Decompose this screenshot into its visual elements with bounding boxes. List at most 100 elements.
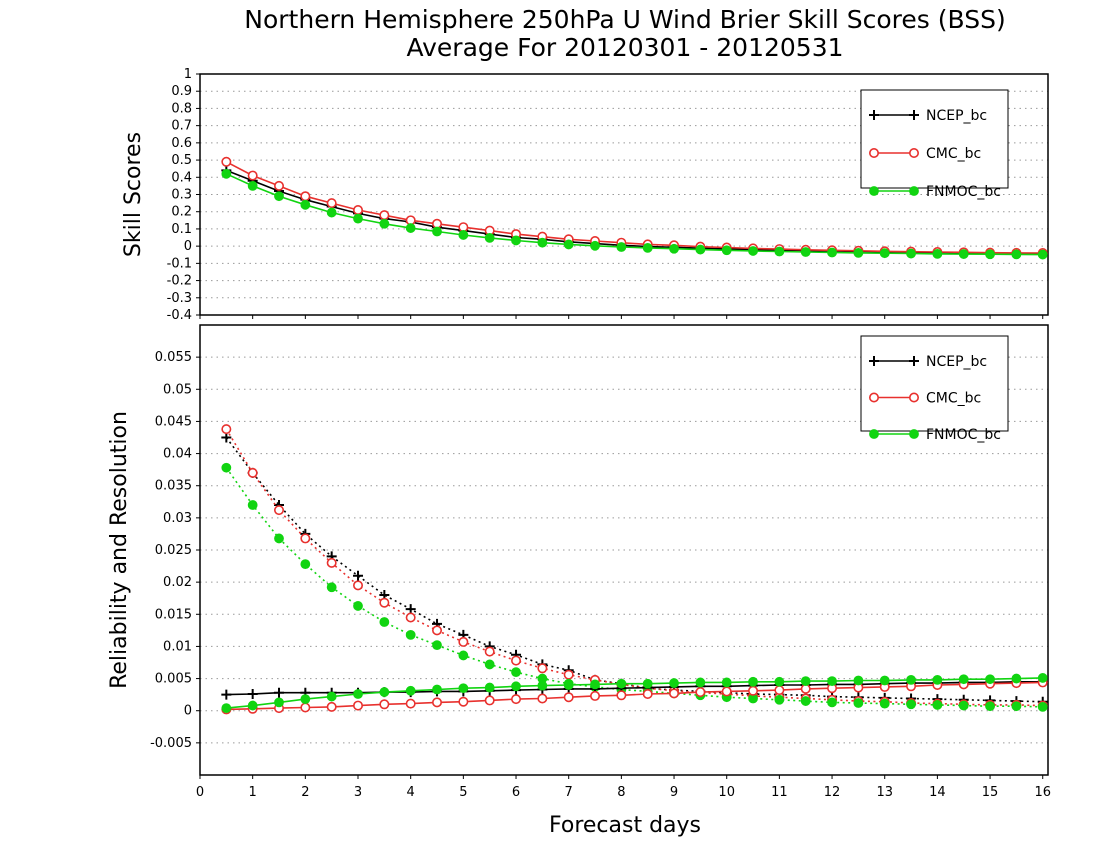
data-point-NCEP_bc (353, 570, 364, 581)
data-point-FNMOC_bc (379, 617, 390, 627)
legend-label-CMC_bc: CMC_bc (926, 391, 981, 407)
data-point-FNMOC_bc (721, 245, 732, 256)
data-point-FNMOC_bc (695, 244, 706, 255)
top-y-tick-label: 0.8 (171, 101, 192, 116)
data-point-FNMOC_bc (800, 696, 811, 706)
data-point-FNMOC_bc (511, 681, 521, 692)
top-y-tick-label: 1 (184, 67, 192, 82)
data-point-FNMOC_bc (958, 249, 969, 259)
data-point-FNMOC_bc (906, 674, 916, 685)
legend-label-FNMOC_bc: FNMOC_bc (926, 427, 1001, 443)
data-point-FNMOC_bc (484, 682, 495, 693)
panel-bottom: -0.005 0 0.005 0.01 0.015 0.02 0.025 0.03 0.035 0… (107, 324, 1051, 800)
data-point-FNMOC_bc (247, 180, 258, 191)
data-point-FNMOC_bc (511, 235, 521, 246)
data-point-FNMOC_bc (642, 242, 653, 253)
legend-marker-NCEP_bc (909, 110, 919, 120)
bottom-y-tick-label: 0 (184, 704, 192, 719)
legend-marker-FNMOC_bc (869, 429, 879, 439)
data-point-FNMOC_bc (695, 677, 706, 688)
bottom-y-tick-label: 0.03 (163, 511, 192, 526)
series-FNMOC_bc-solid (221, 673, 1048, 714)
data-point-FNMOC_bc (879, 698, 890, 709)
data-point-CMC_bc (774, 685, 785, 696)
data-point-FNMOC_bc (537, 680, 548, 691)
data-point-FNMOC_bc (247, 700, 258, 711)
bottom-plot-frame (199, 324, 1049, 776)
x-tick-label: 3 (354, 785, 362, 800)
data-point-CMC_bc (511, 655, 522, 666)
legend-marker-NCEP_bc (869, 110, 879, 120)
data-point-CMC_bc (379, 699, 390, 710)
data-point-FNMOC_bc (326, 207, 337, 218)
data-point-FNMOC_bc (1037, 673, 1048, 683)
data-point-NCEP_bc (221, 432, 232, 443)
data-point-FNMOC_bc (774, 246, 785, 257)
data-point-CMC_bc (300, 191, 311, 202)
data-point-CMC_bc (511, 694, 522, 705)
data-point-FNMOC_bc (221, 462, 232, 473)
data-point-CMC_bc (326, 557, 337, 568)
x-tick-label: 5 (459, 785, 467, 800)
top-y-tick-label: 0.7 (171, 119, 192, 134)
data-point-FNMOC_bc (432, 684, 442, 695)
top-y-tick-label: 0.3 (171, 188, 192, 203)
data-point-FNMOC_bc (537, 237, 548, 248)
data-point-FNMOC_bc (721, 677, 732, 688)
data-point-CMC_bc (405, 698, 416, 709)
x-tick-label: 15 (982, 785, 999, 800)
data-point-CMC_bc (537, 693, 548, 704)
data-point-FNMOC_bc (221, 703, 232, 714)
series-line-CMC_bc (225, 428, 1043, 707)
bottom-y-axis-title: Reliability and Resolution (107, 411, 132, 689)
data-point-NCEP_bc (405, 604, 416, 615)
data-point-FNMOC_bc (300, 559, 311, 570)
data-point-FNMOC_bc (353, 689, 363, 699)
data-point-FNMOC_bc (932, 248, 943, 259)
bottom-y-tick-label: 0.05 (163, 382, 192, 397)
data-point-CMC_bc (458, 636, 469, 647)
x-tick-label: 1 (249, 785, 257, 800)
data-point-FNMOC_bc (879, 675, 890, 686)
data-point-FNMOC_bc (274, 697, 284, 708)
x-axis-title: Forecast days (549, 813, 701, 838)
x-tick-label: 16 (1034, 785, 1051, 800)
x-tick-label: 8 (617, 785, 625, 800)
data-point-FNMOC_bc (484, 659, 495, 670)
data-point-FNMOC_bc (274, 191, 284, 202)
data-point-FNMOC_bc (853, 698, 864, 708)
legend-box (860, 89, 1009, 189)
data-point-CMC_bc (669, 688, 680, 699)
data-point-CMC_bc (484, 695, 495, 706)
top-y-tick-label: 0.9 (171, 84, 192, 99)
data-point-FNMOC_bc (353, 213, 363, 224)
legend-marker-CMC_bc (868, 392, 879, 403)
data-point-FNMOC_bc (1011, 249, 1022, 260)
data-point-NCEP_bc (221, 689, 232, 700)
data-point-CMC_bc (300, 702, 311, 713)
data-point-FNMOC_bc (827, 247, 837, 258)
bottom-y-tick-label: 0.045 (155, 414, 192, 429)
data-point-FNMOC_bc (669, 243, 679, 254)
chart-title: Northern Hemisphere 250hPa U Wind Brier … (244, 5, 1005, 34)
panel-top: -0.4 -0.3 -0.2 -0.1 0 0.1 0.2 0.3 0.4 0.5 0.6 0.7 0.… (121, 67, 1049, 323)
data-point-CMC_bc (379, 210, 390, 221)
data-point-CMC_bc (221, 424, 232, 435)
series-line-NCEP_bc (225, 437, 1043, 703)
top-y-tick-label: 0.6 (171, 136, 192, 151)
data-point-FNMOC_bc (379, 687, 390, 697)
data-point-CMC_bc (537, 663, 548, 674)
data-point-FNMOC_bc (563, 680, 574, 690)
data-point-CMC_bc (247, 467, 258, 478)
data-point-FNMOC_bc (932, 700, 943, 710)
top-y-tick-label: 0.4 (171, 170, 192, 185)
data-point-CMC_bc (353, 580, 364, 591)
top-plot-frame (199, 73, 1049, 316)
data-point-FNMOC_bc (1037, 701, 1048, 712)
data-point-FNMOC_bc (748, 246, 758, 256)
bottom-y-tick-label: 0.005 (155, 672, 192, 687)
data-point-CMC_bc (353, 204, 364, 215)
data-point-FNMOC_bc (958, 700, 969, 711)
data-point-CMC_bc (748, 685, 759, 696)
